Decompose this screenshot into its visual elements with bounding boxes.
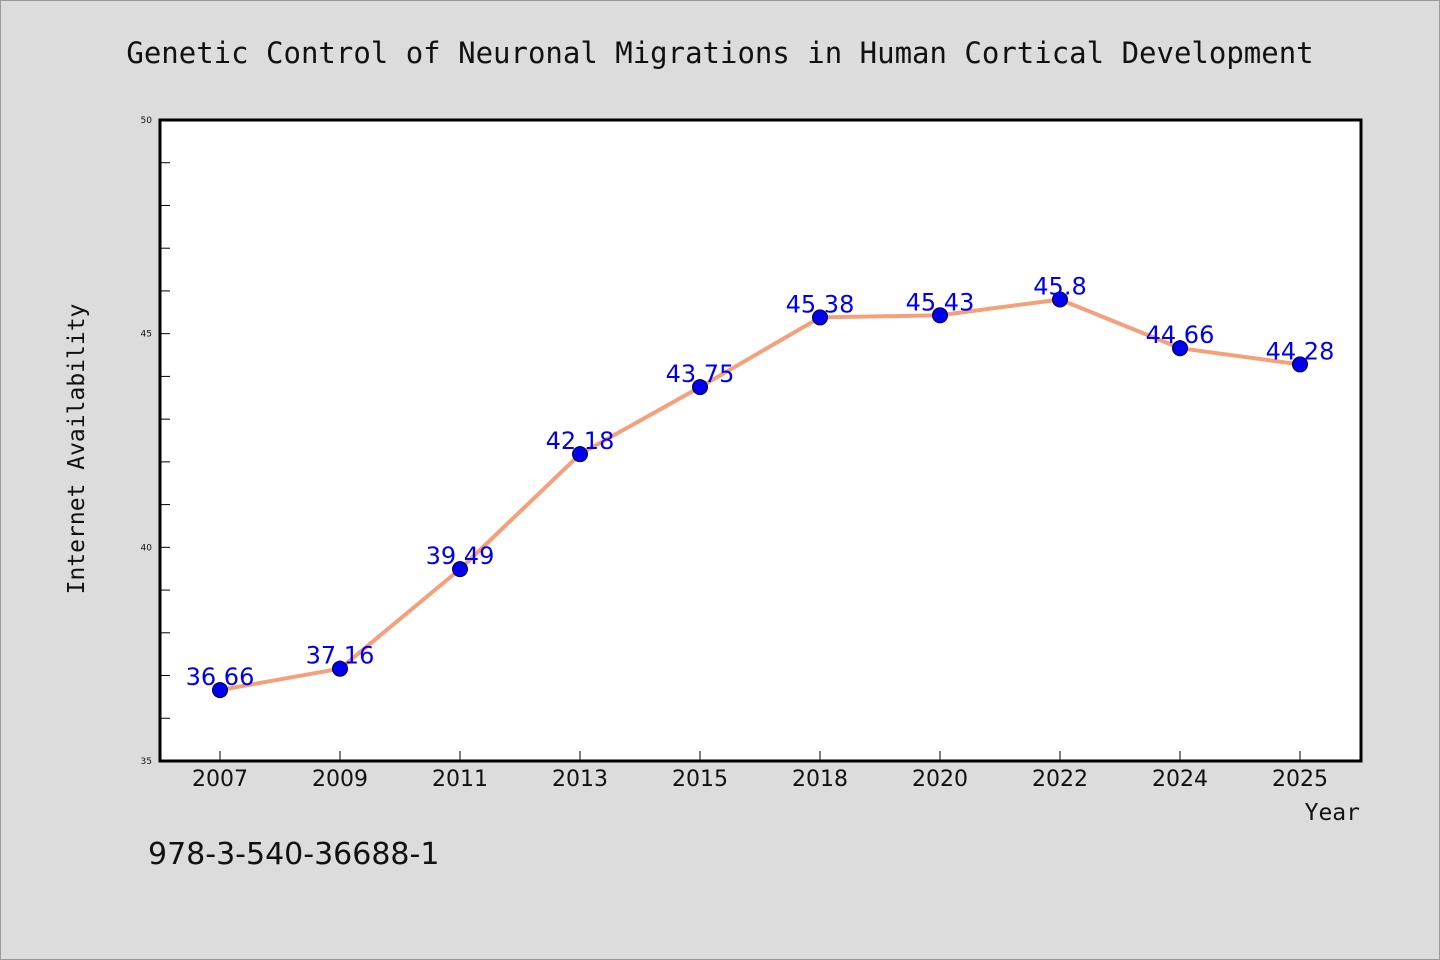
data-point-label: 44.66 (1146, 321, 1215, 349)
data-point-marker (692, 379, 708, 396)
data-point-marker (332, 660, 348, 677)
data-point-label: 44.28 (1266, 337, 1335, 365)
data-point-marker (452, 561, 468, 578)
y-tick-label: 50 (141, 116, 153, 126)
y-axis-ticks: 35 40 45 50 (141, 116, 170, 767)
data-point-label: 36.66 (186, 663, 255, 691)
y-tick-label: 45 (141, 330, 152, 340)
data-point-marker (932, 307, 948, 324)
y-tick-label: 35 (141, 757, 152, 767)
x-tick-label: 2025 (1272, 767, 1328, 792)
data-markers (212, 291, 1308, 699)
data-point-marker (572, 446, 588, 463)
data-point-label: 39.49 (426, 542, 495, 570)
x-axis-ticks: 2007 2009 2011 2013 2015 2018 2020 2022 2024 2025 (192, 751, 1328, 792)
x-tick-label: 2007 (192, 767, 248, 792)
x-tick-label: 2011 (432, 767, 488, 792)
data-point-marker (1292, 356, 1308, 373)
data-point-label: 45.43 (906, 288, 975, 316)
x-tick-label: 2022 (1032, 767, 1088, 792)
chart-title: Genetic Control of Neuronal Migrations i… (126, 36, 1313, 70)
y-axis-label: Internet Availability (64, 304, 90, 595)
x-tick-label: 2013 (552, 767, 608, 792)
y-tick-label: 40 (141, 543, 153, 553)
x-tick-label: 2024 (1152, 767, 1208, 792)
x-tick-label: 2015 (672, 767, 728, 792)
y-minor-ticks (160, 162, 170, 719)
data-labels: 36.66 37.16 39.49 42.18 43.75 45.38 45.43 45.8 4… (186, 272, 1335, 691)
x-tick-label: 2009 (312, 767, 368, 792)
data-point-marker (212, 682, 228, 699)
data-point-label: 37.16 (306, 642, 375, 670)
footnote-isbn: 978-3-540-36688-1 (148, 837, 439, 872)
data-point-label: 45.8 (1033, 272, 1086, 300)
data-point-label: 45.38 (786, 290, 855, 318)
x-tick-label: 2018 (792, 767, 848, 792)
series-line (218, 297, 1302, 693)
x-tick-label: 2020 (912, 767, 968, 792)
series-line-group (218, 297, 1302, 693)
data-point-marker (1052, 291, 1068, 308)
data-point-label: 42.18 (546, 427, 615, 455)
data-point-label: 43.75 (666, 360, 735, 388)
data-point-marker (1172, 340, 1188, 357)
data-point-marker (812, 309, 828, 326)
x-axis-label: Year (1305, 800, 1360, 826)
